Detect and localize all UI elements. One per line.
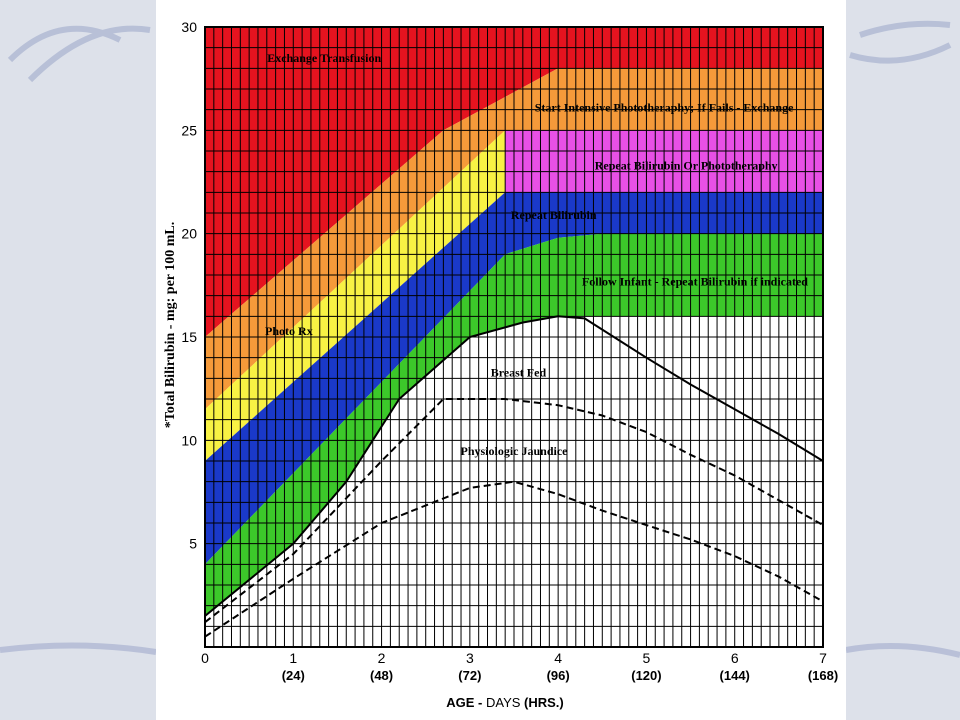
region-label: Exchange Transfusion xyxy=(267,51,381,65)
curve-breast-fed xyxy=(204,315,824,617)
x-tick-hours-label: (48) xyxy=(370,668,393,683)
region-label: Follow Infant - Repeat Bilirubin if indi… xyxy=(582,274,808,288)
y-axis-label: *Total Bilirubin - mg: per 100 mL. xyxy=(163,222,178,429)
region-label: Start Intensive Phototheraphy; If Fails … xyxy=(535,101,794,115)
y-tick-label: 5 xyxy=(189,536,197,552)
x-tick-label: 1 xyxy=(289,650,297,666)
x-tick-hours-label: (96) xyxy=(547,668,570,683)
x-tick-hours-label: (72) xyxy=(458,668,481,683)
y-tick-label: 15 xyxy=(181,329,197,345)
band-exchange-transfusion xyxy=(205,27,823,337)
x-tick-hours-label: (120) xyxy=(631,668,661,683)
grid-lines xyxy=(204,26,824,648)
region-label: Repeat Bilirubin Or Phototheraphy xyxy=(595,159,778,173)
x-tick-label: 0 xyxy=(201,650,209,666)
region-label: Physiologic Jaundice xyxy=(460,444,568,458)
y-tick-label: 25 xyxy=(181,122,197,138)
x-tick-hours-label: (168) xyxy=(808,668,838,683)
x-tick-hours-label: (144) xyxy=(720,668,750,683)
curve-physiologic-lower xyxy=(204,480,824,638)
axis-ticks: 5 10 15 20 25 30 0 1 (24) 2 (48) 3 (72) 4 (96) 5 (120) 6 (… xyxy=(181,19,838,683)
x-tick-label: 6 xyxy=(731,650,739,666)
x-tick-label: 2 xyxy=(378,650,386,666)
plot-border xyxy=(204,26,824,648)
x-tick-label: 5 xyxy=(643,650,651,666)
x-tick-hours-label: (24) xyxy=(282,668,305,683)
y-tick-label: 10 xyxy=(181,432,197,448)
x-axis-label-prefix: AGE - xyxy=(446,695,486,710)
y-tick-label: 30 xyxy=(181,19,197,35)
curve-physiologic-upper xyxy=(204,398,824,623)
x-tick-label: 4 xyxy=(554,650,562,666)
x-axis-label-suffix: (HRS.) xyxy=(524,695,564,710)
region-labels: Exchange Transfusion Start Intensive Phot… xyxy=(265,51,808,458)
region-label: Repeat Bilirubin xyxy=(511,208,597,222)
x-tick-label: 3 xyxy=(466,650,474,666)
region-label: Photo Rx xyxy=(265,324,313,338)
x-axis-label-middle: DAYS xyxy=(486,695,524,710)
x-axis-label: AGE - DAYS (HRS.) xyxy=(446,695,564,710)
bilirubin-chart: Exchange Transfusion Start Intensive Phot… xyxy=(163,19,838,710)
y-tick-label: 20 xyxy=(181,226,197,242)
x-tick-label: 7 xyxy=(819,650,827,666)
region-label: Breast Fed xyxy=(491,365,547,379)
curves xyxy=(204,315,824,638)
